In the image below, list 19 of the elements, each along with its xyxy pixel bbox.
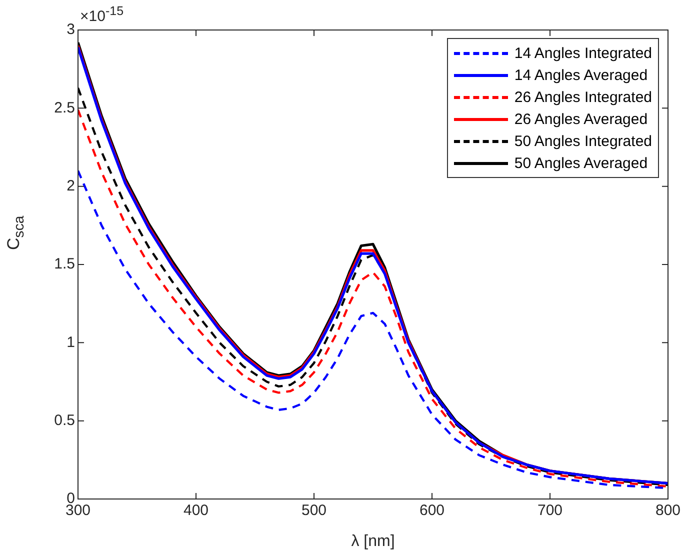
legend-label: 26 Angles Integrated [514,88,652,106]
y-tick-label: 2.5 [54,99,75,116]
text: ×10$^{-15}$ [80,4,124,25]
x-tick-label: 400 [183,502,209,520]
x-axis-title: λ [nm] [351,532,395,550]
legend-label: 50 Angles Averaged [514,154,648,172]
x-tick-label: 500 [301,502,327,520]
y-tick-label: 2 [66,177,75,194]
x-tick-label: 700 [537,502,563,520]
y-tick-label: 0.5 [54,412,75,429]
x-tick-label: 800 [655,502,681,520]
y-tick-label: 1 [66,334,75,351]
legend-label: 26 Angles Averaged [514,110,648,128]
legend-label: 14 Angles Averaged [514,66,648,84]
x-tick-label: 600 [419,502,445,520]
legend-label: 50 Angles Integrated [514,132,652,150]
legend-label: 14 Angles Integrated [514,44,652,62]
y-tick-label: 3 [66,21,75,38]
y-tick-label: 1.5 [54,256,75,273]
